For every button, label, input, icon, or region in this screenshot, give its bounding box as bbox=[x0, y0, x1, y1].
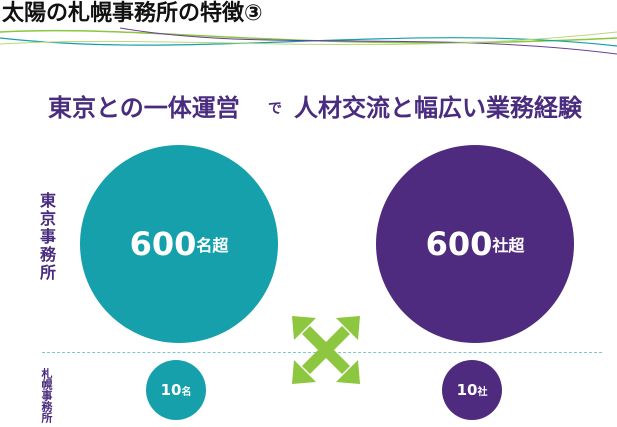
side-label-sapporo: 札幌事務所 bbox=[40, 368, 53, 423]
sapporo-people-number: 10 bbox=[160, 381, 182, 399]
sapporo-people-circle: 10 名 bbox=[146, 360, 206, 420]
double-cross-arrows-icon bbox=[292, 316, 360, 384]
tokyo-clients-number: 600 bbox=[425, 225, 493, 263]
sapporo-clients-number: 10 bbox=[456, 381, 478, 399]
tokyo-clients-unit: 社超 bbox=[492, 236, 525, 255]
tokyo-people-unit: 名超 bbox=[196, 236, 229, 255]
headline-part2: 人材交流と幅広い業務経験 bbox=[294, 94, 582, 122]
slide-title: 太陽の札幌事務所の特徴③ bbox=[2, 1, 263, 26]
tokyo-people-circle: 600 名超 bbox=[80, 145, 278, 343]
headline-part1: 東京との一体運営 bbox=[48, 94, 240, 122]
sapporo-clients-unit: 社 bbox=[477, 386, 488, 398]
headline-connector: で bbox=[268, 101, 282, 117]
tokyo-clients-circle: 600 社超 bbox=[376, 145, 574, 343]
header-wave-lines bbox=[0, 27, 617, 55]
sapporo-people-unit: 名 bbox=[181, 386, 192, 398]
sapporo-clients-circle: 10 社 bbox=[442, 360, 502, 420]
tokyo-people-number: 600 bbox=[129, 225, 197, 263]
side-label-tokyo: 東京事務所 bbox=[37, 192, 56, 282]
